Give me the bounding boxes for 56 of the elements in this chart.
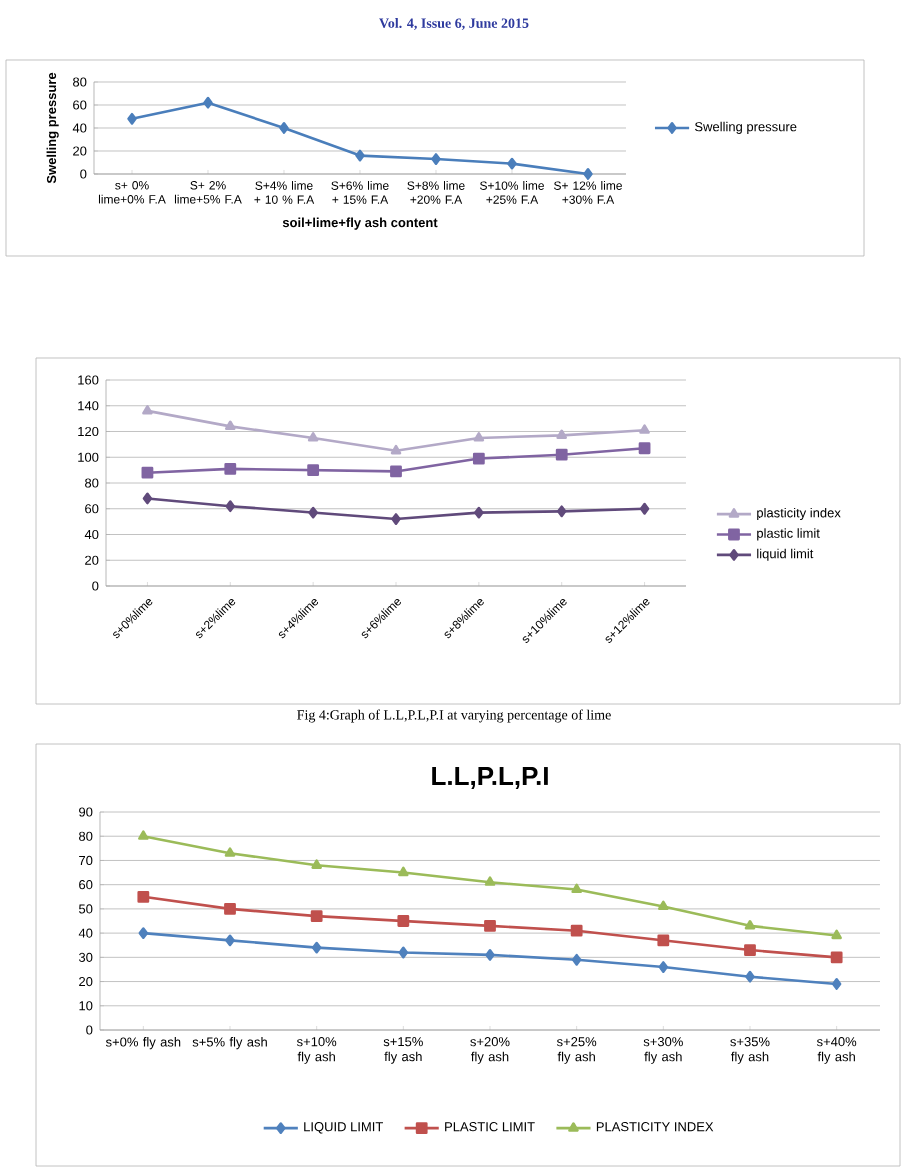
point: [555, 448, 568, 461]
point: [311, 859, 322, 869]
point: [141, 466, 154, 479]
point: [507, 157, 517, 170]
point: [279, 122, 289, 134]
point: [138, 927, 149, 940]
point: [831, 929, 842, 940]
point: [224, 462, 237, 475]
point: [142, 492, 153, 505]
point: [556, 429, 567, 439]
point: [831, 978, 842, 990]
point: [474, 506, 484, 519]
point: [473, 432, 485, 442]
point: [142, 405, 153, 415]
point: [830, 951, 843, 964]
point: [398, 946, 409, 959]
point: [744, 919, 756, 930]
point: [310, 910, 323, 923]
point: [571, 953, 582, 966]
point: [745, 970, 755, 983]
point: [658, 961, 669, 973]
point: [391, 513, 401, 525]
point: [570, 924, 583, 937]
point: [311, 941, 322, 954]
point: [485, 949, 495, 961]
point: [307, 464, 320, 477]
point: [138, 830, 149, 840]
point: [639, 502, 650, 515]
point: [225, 934, 235, 947]
point: [397, 915, 410, 927]
point: [639, 424, 650, 434]
point: [484, 876, 496, 886]
point: [308, 506, 318, 519]
point: [127, 112, 137, 125]
point: [390, 465, 402, 478]
point: [638, 442, 651, 455]
point: [571, 883, 582, 894]
point: [556, 505, 567, 518]
point: [431, 153, 441, 165]
point: [658, 900, 669, 911]
point: [224, 847, 236, 857]
point: [744, 944, 756, 956]
point: [583, 168, 593, 180]
point: [225, 500, 236, 513]
point: [390, 444, 402, 455]
point: [307, 432, 319, 442]
point: [225, 420, 236, 430]
chart-title: L.L,P.L,P.I: [432, 767, 548, 789]
point: [472, 452, 485, 465]
point: [224, 903, 236, 915]
point: [657, 934, 670, 947]
point: [398, 866, 409, 877]
point: [484, 919, 496, 932]
point: [137, 890, 150, 903]
point: [355, 149, 365, 162]
point: [203, 96, 213, 109]
